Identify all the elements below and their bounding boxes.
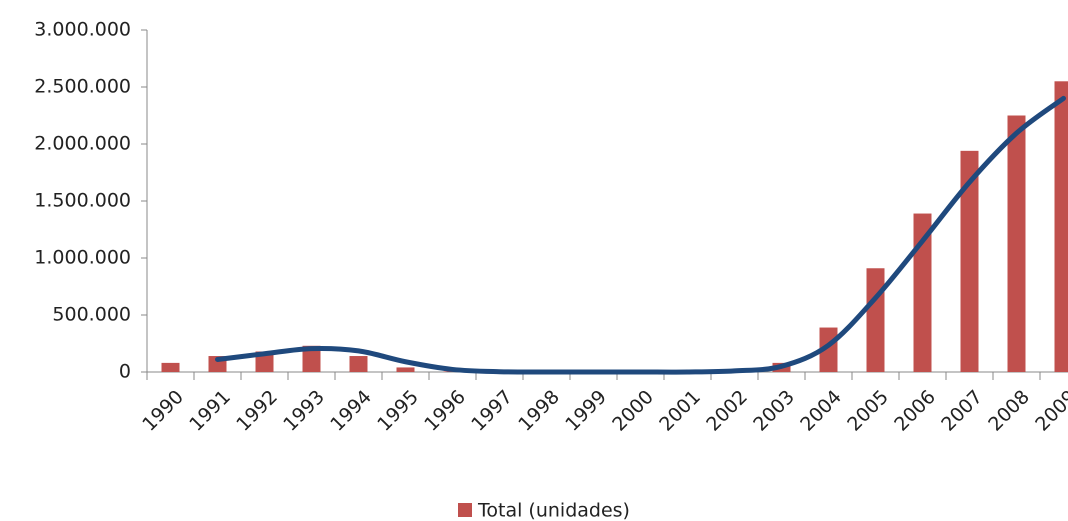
y-tick-label: 1.000.000 xyxy=(34,247,131,269)
x-tick-label: 2004 xyxy=(796,386,846,436)
x-tick-label: 2003 xyxy=(749,386,799,436)
bar xyxy=(913,213,932,372)
x-tick-label: 1997 xyxy=(467,386,517,436)
x-tick-label: 2007 xyxy=(937,386,987,436)
x-tick-label: 1998 xyxy=(514,386,564,436)
x-tick-label: 2001 xyxy=(655,386,705,436)
bar xyxy=(302,345,321,372)
x-tick-label: 1993 xyxy=(279,386,329,436)
bar xyxy=(1007,115,1026,372)
bar xyxy=(1054,81,1068,373)
x-tick-label: 2002 xyxy=(702,386,752,436)
x-tick-label: 1991 xyxy=(185,386,235,436)
bar xyxy=(960,150,979,372)
x-tick-label: 2009 xyxy=(1031,386,1068,436)
bar xyxy=(396,367,415,372)
x-tick-label: 1992 xyxy=(232,386,282,436)
y-tick-label: 500.000 xyxy=(52,304,131,326)
y-tick-label: 2.000.000 xyxy=(34,133,131,155)
trend-line xyxy=(215,95,1066,375)
x-tick-label: 1996 xyxy=(420,386,470,436)
x-tick-label: 2000 xyxy=(608,386,658,436)
bar xyxy=(161,362,180,372)
x-tick-label: 2008 xyxy=(984,386,1034,436)
x-tick-label: 1995 xyxy=(373,386,423,436)
legend-swatch xyxy=(458,503,472,517)
x-tick-label: 1994 xyxy=(326,386,376,436)
x-tick-label: 1999 xyxy=(561,386,611,436)
y-tick-label: 2.500.000 xyxy=(34,76,131,98)
bar xyxy=(349,356,368,372)
x-tick-label: 2006 xyxy=(890,386,940,436)
legend-label: Total (unidades) xyxy=(477,500,630,521)
y-tick-label: 1.500.000 xyxy=(34,190,131,212)
y-tick-label: 0 xyxy=(119,361,131,383)
x-tick-label: 2005 xyxy=(843,386,893,436)
y-tick-label: 3.000.000 xyxy=(34,19,131,41)
bar xyxy=(866,268,885,372)
x-tick-label: 1990 xyxy=(138,386,188,436)
